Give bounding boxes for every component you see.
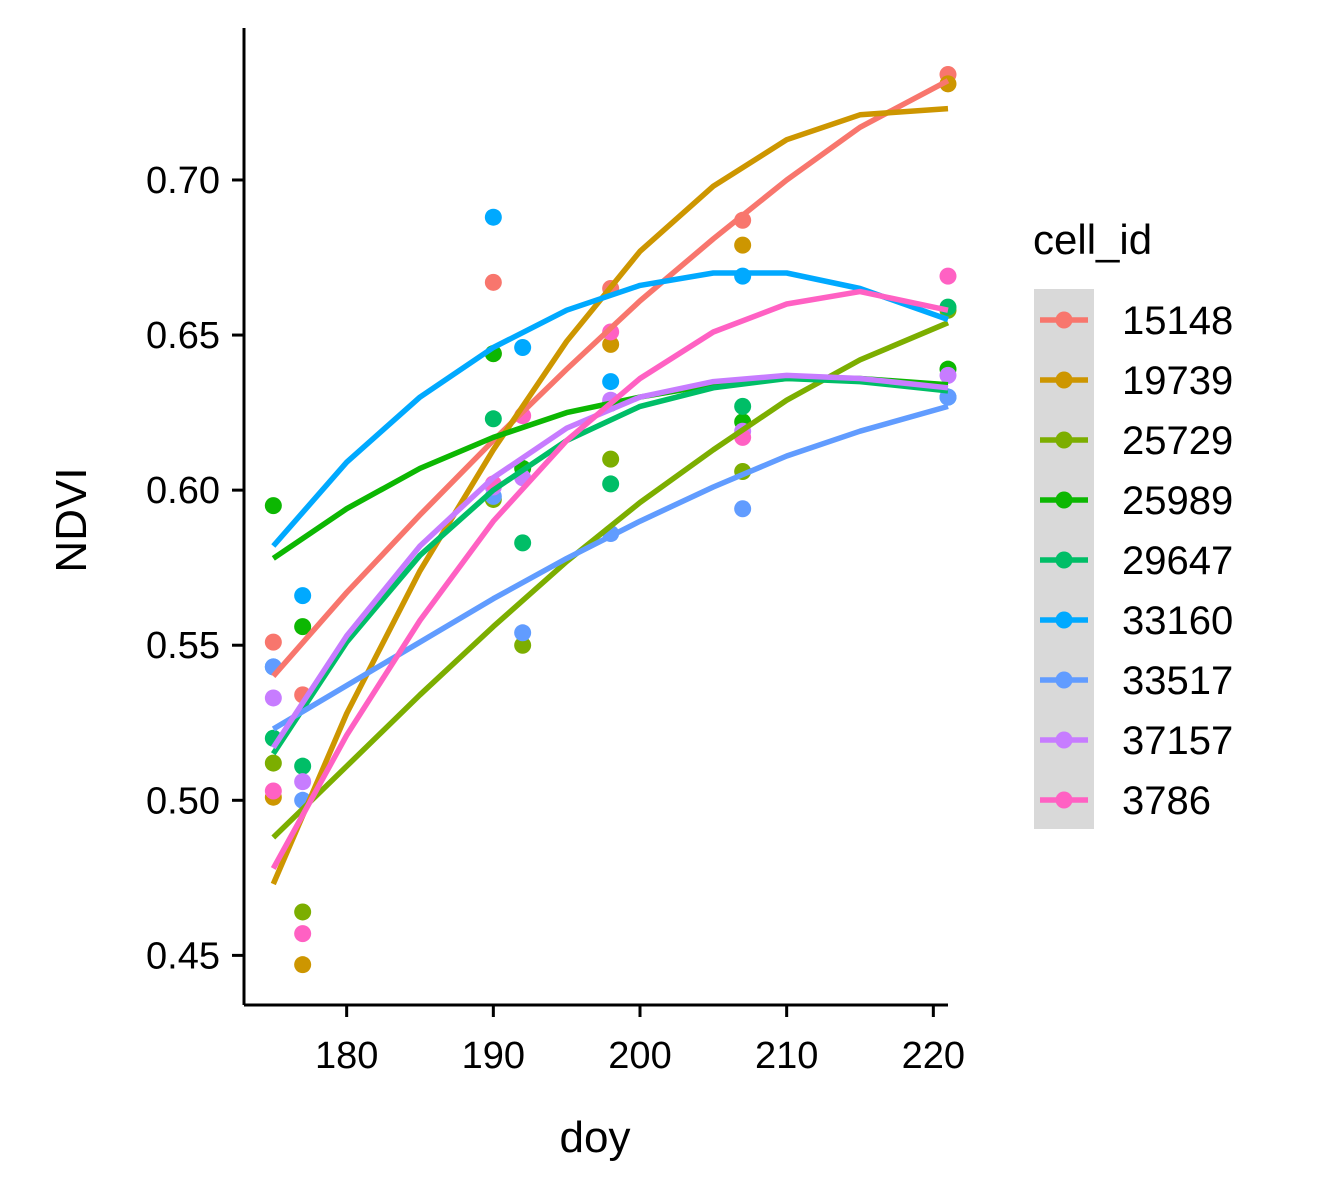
legend-title: cell_id xyxy=(1033,216,1152,263)
data-point xyxy=(294,903,312,921)
legend-label: 33160 xyxy=(1122,599,1233,643)
data-point xyxy=(602,373,620,391)
data-point xyxy=(734,397,752,415)
x-tick-label: 220 xyxy=(902,1035,965,1077)
y-tick-label: 0.45 xyxy=(146,935,220,977)
data-point xyxy=(939,267,957,285)
legend-label: 25729 xyxy=(1122,419,1233,463)
legend-label: 15148 xyxy=(1122,299,1233,343)
legend-point xyxy=(1055,431,1073,449)
y-tick-label: 0.60 xyxy=(146,470,220,512)
data-point xyxy=(602,475,620,493)
trend-line-33517 xyxy=(271,403,949,732)
legend-label: 19739 xyxy=(1122,359,1233,403)
legend-items: 15148 19739 25729 25989 29647 33160 33517 37157… xyxy=(1040,299,1233,823)
data-point xyxy=(514,624,532,642)
legend-item-19739: 19739 xyxy=(1040,359,1233,403)
legend-label: 25989 xyxy=(1122,479,1233,523)
legend-item-3786: 3786 xyxy=(1040,779,1211,823)
y-tick-label: 0.55 xyxy=(146,625,220,667)
data-point xyxy=(939,75,957,93)
legend-point xyxy=(1055,311,1073,329)
data-point xyxy=(294,757,312,775)
legend-point xyxy=(1055,731,1073,749)
legend-label: 37157 xyxy=(1122,719,1233,763)
legend: cell_id 15148 19739 25729 25989 29647 33160 33… xyxy=(1033,216,1233,829)
data-point xyxy=(294,956,312,974)
data-point xyxy=(602,335,620,353)
x-tick-label: 180 xyxy=(315,1035,378,1077)
y-tick-label: 0.65 xyxy=(146,315,220,357)
legend-label: 33517 xyxy=(1122,659,1233,703)
plot-area xyxy=(264,66,957,974)
data-point xyxy=(294,618,312,636)
y-axis-ticks: 0.45 0.50 0.55 0.60 0.65 0.70 xyxy=(146,160,244,977)
legend-point xyxy=(1055,491,1073,509)
data-point xyxy=(294,587,312,605)
legend-item-37157: 37157 xyxy=(1040,719,1233,763)
data-point xyxy=(514,338,532,356)
legend-point xyxy=(1055,611,1073,629)
data-point xyxy=(734,236,752,254)
data-point xyxy=(264,754,282,772)
data-point xyxy=(602,450,620,468)
trend-line-3786 xyxy=(270,288,949,870)
data-point xyxy=(264,633,282,651)
y-axis-label: NDVI xyxy=(47,467,96,572)
legend-item-33517: 33517 xyxy=(1040,659,1233,703)
x-tick-label: 200 xyxy=(608,1035,671,1077)
y-tick-label: 0.70 xyxy=(146,160,220,202)
data-point xyxy=(939,366,957,384)
x-tick-label: 190 xyxy=(462,1035,525,1077)
x-tick-label: 210 xyxy=(755,1035,818,1077)
legend-item-33160: 33160 xyxy=(1040,599,1233,643)
y-tick-label: 0.50 xyxy=(146,780,220,822)
data-point xyxy=(514,534,532,552)
data-point xyxy=(734,500,752,518)
data-point xyxy=(484,273,502,291)
data-point xyxy=(264,782,282,800)
legend-item-15148: 15148 xyxy=(1040,299,1233,343)
trend-line-15148 xyxy=(271,78,950,679)
legend-point xyxy=(1055,671,1073,689)
data-point xyxy=(734,267,752,285)
x-axis-label: doy xyxy=(560,1113,631,1162)
data-point xyxy=(484,410,502,428)
data-point xyxy=(294,773,312,791)
data-point xyxy=(514,636,532,654)
x-axis-ticks: 180 190 200 210 220 xyxy=(315,1005,965,1077)
data-point xyxy=(264,689,282,707)
data-point xyxy=(294,925,312,943)
legend-item-25989: 25989 xyxy=(1040,479,1233,523)
legend-item-29647: 29647 xyxy=(1040,539,1233,583)
legend-point xyxy=(1055,791,1073,809)
data-point xyxy=(264,497,282,515)
data-point xyxy=(484,208,502,226)
trend-line-33160 xyxy=(271,270,949,548)
legend-item-25729: 25729 xyxy=(1040,419,1233,463)
legend-point xyxy=(1055,551,1073,569)
legend-point xyxy=(1055,371,1073,389)
trend-line-29647 xyxy=(271,375,949,756)
legend-label: 3786 xyxy=(1122,779,1211,823)
legend-label: 29647 xyxy=(1122,539,1233,583)
series-37157 xyxy=(264,366,957,791)
